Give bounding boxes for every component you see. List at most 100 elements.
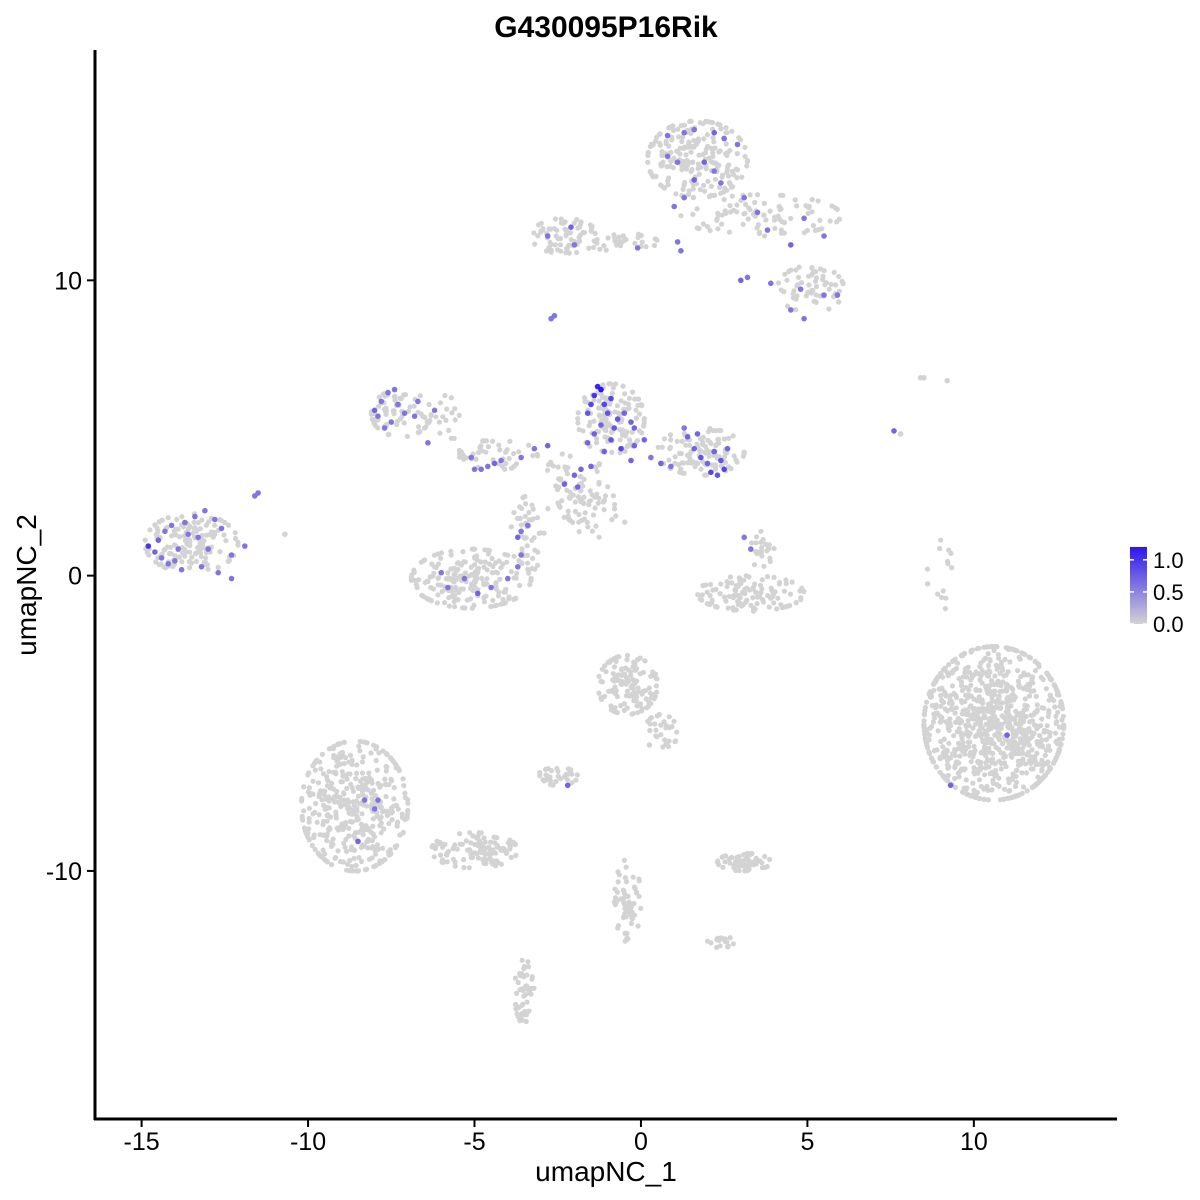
cell-point — [725, 943, 731, 949]
cell-point — [1018, 674, 1024, 680]
cell-point — [930, 759, 937, 765]
cell-point — [940, 674, 946, 680]
cell-point — [613, 709, 619, 715]
cell-point — [677, 145, 683, 151]
expressing-cell-point — [361, 797, 368, 803]
cell-point — [696, 152, 702, 158]
expressing-cell-point — [738, 277, 744, 284]
cell-point — [747, 207, 753, 213]
cell-point — [364, 839, 370, 845]
y-tick-label: 10 — [54, 267, 82, 295]
cell-point — [1013, 708, 1019, 714]
cell-point — [636, 411, 643, 417]
expressing-cell-point — [641, 437, 648, 443]
cell-point — [654, 134, 660, 140]
cell-point — [776, 280, 782, 286]
cell-point — [985, 787, 991, 793]
cell-point — [810, 287, 816, 294]
color-legend: 0.00.51.0 — [1130, 547, 1184, 637]
cell-point — [942, 606, 949, 612]
cell-point — [713, 466, 719, 472]
cell-point — [1039, 716, 1045, 722]
cell-point — [665, 182, 671, 188]
cell-point — [442, 600, 448, 606]
cell-point — [205, 519, 212, 525]
cell-point — [945, 772, 951, 778]
cell-point — [717, 591, 723, 597]
cell-point — [613, 513, 619, 519]
cell-point — [995, 652, 1002, 658]
cell-point — [341, 760, 347, 767]
cell-point — [592, 505, 598, 511]
expressing-cell-point — [571, 472, 578, 479]
cell-point — [715, 226, 721, 232]
cell-point — [449, 410, 455, 416]
expressing-cell-point — [748, 546, 754, 552]
cell-point — [548, 768, 555, 774]
cell-point — [424, 419, 430, 425]
cell-point — [554, 487, 561, 493]
cell-point — [596, 495, 602, 501]
cell-point — [778, 227, 785, 233]
cell-point — [967, 750, 974, 756]
expressing-cell-point — [714, 472, 721, 479]
cell-point — [633, 415, 639, 421]
expressing-cell-point — [588, 463, 594, 470]
cell-point — [481, 860, 487, 866]
cell-point — [199, 517, 205, 523]
cell-point — [492, 850, 499, 856]
cell-point — [1043, 747, 1049, 753]
cell-point — [812, 278, 819, 284]
cell-point — [479, 850, 485, 856]
cell-point — [635, 396, 642, 402]
cell-point — [619, 666, 625, 672]
cell-point — [356, 785, 362, 792]
expressing-cell-point — [614, 416, 621, 422]
cell-point — [331, 769, 337, 776]
cell-point — [761, 200, 768, 206]
cell-point — [370, 823, 376, 829]
cell-point — [702, 188, 708, 194]
expressing-cell-point — [145, 543, 152, 549]
expressing-cell-point — [691, 445, 697, 452]
cell-point — [630, 677, 636, 683]
cell-point — [558, 776, 564, 782]
cell-point — [991, 647, 997, 654]
cell-point — [723, 141, 729, 147]
cell-point — [775, 595, 781, 601]
cell-point — [312, 846, 318, 853]
cell-point — [555, 247, 561, 253]
cell-point — [983, 749, 989, 755]
cell-point — [679, 460, 685, 466]
cell-point — [176, 534, 183, 540]
cell-point — [771, 545, 777, 552]
cell-point — [356, 743, 362, 749]
expressing-cell-point — [788, 242, 794, 248]
expressing-cell-point — [385, 389, 391, 396]
cell-point — [761, 212, 767, 218]
cell-point — [949, 670, 955, 676]
cell-point — [582, 399, 588, 405]
cell-point — [972, 733, 979, 740]
cell-point — [690, 159, 696, 165]
cell-point — [496, 442, 502, 448]
expressing-cell-point — [797, 286, 804, 293]
cell-point — [575, 420, 581, 426]
cell-point — [958, 718, 965, 724]
cell-point — [971, 696, 977, 702]
cell-point — [346, 825, 352, 831]
cell-point — [660, 744, 666, 750]
cell-point — [715, 937, 721, 943]
cell-point — [944, 747, 950, 753]
cell-point — [612, 902, 618, 908]
cell-point — [976, 694, 982, 700]
x-tick-label: -5 — [463, 1128, 485, 1156]
cell-point — [421, 594, 427, 600]
cell-point — [437, 852, 444, 858]
cell-point — [232, 530, 238, 536]
cell-point — [526, 517, 532, 523]
cell-point — [788, 267, 794, 273]
expressing-cell-point — [601, 401, 608, 408]
cell-point — [973, 686, 979, 693]
cell-point — [831, 269, 837, 275]
